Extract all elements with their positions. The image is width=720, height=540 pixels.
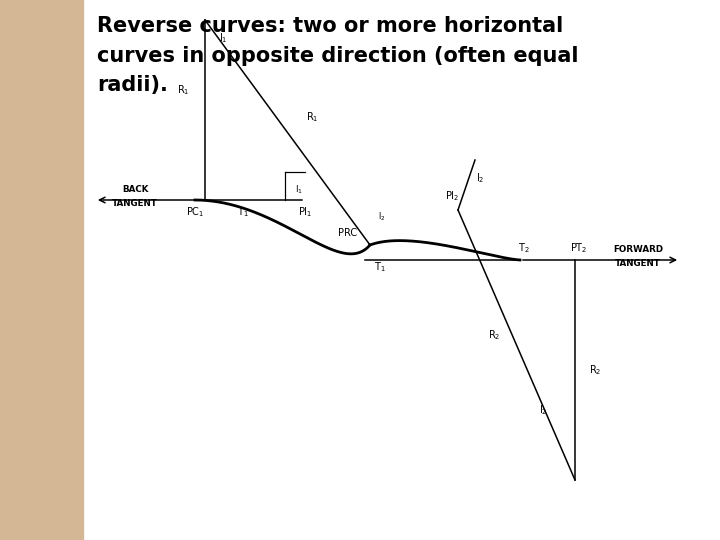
- Text: I$_1$: I$_1$: [295, 184, 303, 196]
- Text: PT$_2$: PT$_2$: [570, 241, 588, 255]
- Text: R$_1$: R$_1$: [306, 111, 319, 124]
- Text: I$_2$: I$_2$: [476, 171, 485, 185]
- Text: R$_2$: R$_2$: [488, 328, 500, 342]
- Text: R$_1$: R$_1$: [176, 83, 189, 97]
- Text: BACK: BACK: [122, 186, 148, 194]
- Text: R$_2$: R$_2$: [589, 363, 601, 377]
- Text: PC$_1$: PC$_1$: [186, 205, 204, 219]
- Text: T$_1$: T$_1$: [237, 205, 249, 219]
- Text: Reverse curves: two or more horizontal
curves in opposite direction (often equal: Reverse curves: two or more horizontal c…: [97, 16, 579, 96]
- Text: TANGENT: TANGENT: [112, 199, 158, 208]
- Text: PRC: PRC: [338, 228, 358, 238]
- Text: FORWARD: FORWARD: [613, 246, 663, 254]
- Text: I$_2$: I$_2$: [539, 403, 547, 417]
- Text: TANGENT: TANGENT: [615, 260, 661, 268]
- Text: I$_2$: I$_2$: [378, 211, 386, 223]
- Text: PI$_1$: PI$_1$: [298, 205, 312, 219]
- Text: I$_1$: I$_1$: [219, 31, 228, 45]
- Text: PI$_2$: PI$_2$: [445, 189, 459, 203]
- Text: T$_2$: T$_2$: [518, 241, 530, 255]
- Text: T$_1$: T$_1$: [374, 260, 386, 274]
